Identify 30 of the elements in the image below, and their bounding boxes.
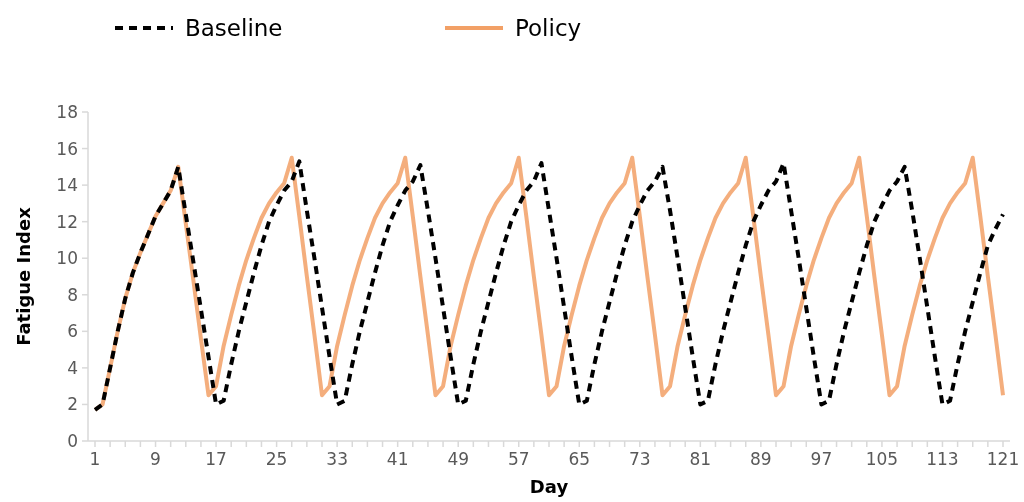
y-tick-label: 8 bbox=[67, 284, 78, 305]
y-tick-label: 2 bbox=[67, 394, 78, 415]
y-tick-label: 14 bbox=[56, 175, 78, 196]
y-tick-label: 12 bbox=[56, 211, 78, 232]
x-tick-label: 57 bbox=[507, 449, 530, 469]
x-tick-label: 89 bbox=[750, 449, 772, 469]
x-tick-label: 97 bbox=[810, 449, 833, 469]
x-tick-label: 17 bbox=[205, 449, 227, 469]
y-axis-title: Fatigue Index bbox=[13, 206, 34, 346]
x-tick-label: 33 bbox=[326, 449, 348, 469]
x-tick-label: 41 bbox=[386, 449, 409, 469]
x-axis-title: Day bbox=[529, 476, 569, 497]
x-tick-label: 9 bbox=[150, 449, 161, 469]
legend-label: Baseline bbox=[185, 15, 283, 42]
y-tick-label: 10 bbox=[56, 248, 78, 269]
x-tick-label: 105 bbox=[865, 449, 899, 469]
y-tick-label: 18 bbox=[56, 101, 78, 122]
x-tick-label: 65 bbox=[568, 449, 591, 469]
y-tick-label: 4 bbox=[67, 357, 78, 378]
x-tick-label: 1 bbox=[89, 449, 101, 469]
x-tick-label: 121 bbox=[986, 449, 1020, 469]
legend-label: Policy bbox=[515, 15, 582, 42]
y-tick-label: 16 bbox=[56, 138, 78, 159]
x-tick-label: 73 bbox=[628, 449, 651, 469]
y-tick-label: 6 bbox=[67, 321, 78, 342]
x-tick-label: 81 bbox=[689, 449, 712, 469]
x-tick-label: 113 bbox=[926, 449, 959, 469]
x-tick-label: 25 bbox=[265, 449, 288, 469]
x-tick-label: 49 bbox=[447, 449, 470, 469]
y-tick-label: 0 bbox=[67, 430, 78, 451]
